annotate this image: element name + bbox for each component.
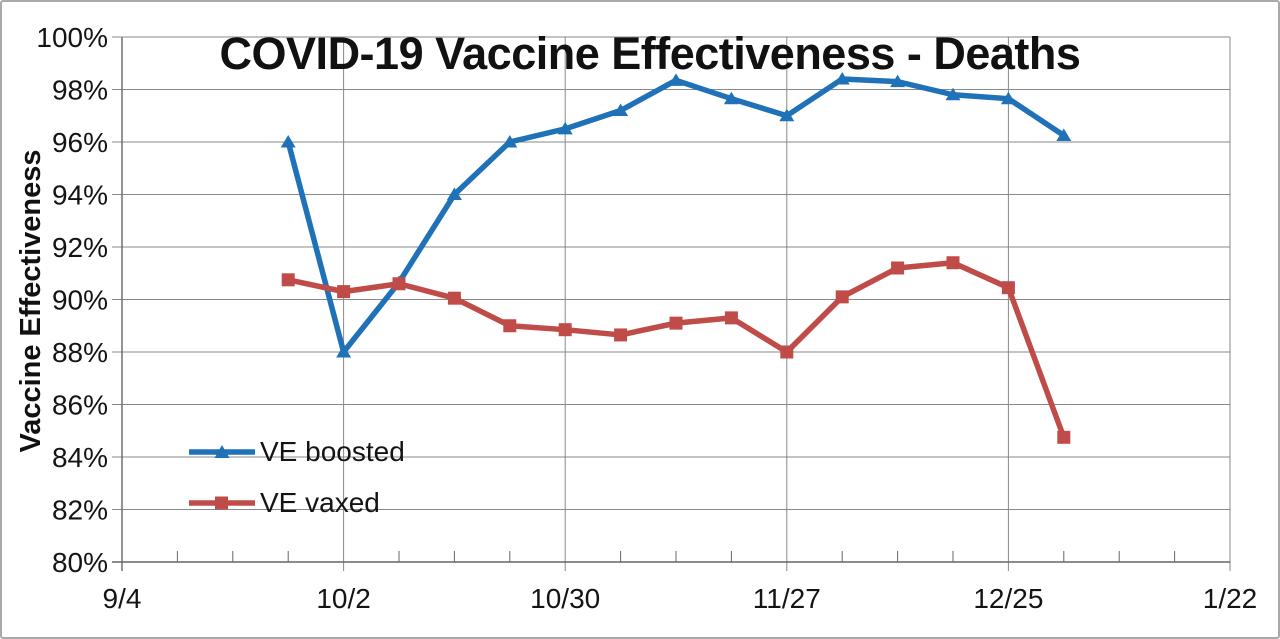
- x-tick-label: 1/22: [1203, 583, 1258, 614]
- y-tick-label: 96%: [52, 127, 108, 158]
- series-marker-1: [891, 261, 905, 275]
- y-tick-label: 94%: [52, 180, 108, 211]
- series-marker-0: [1000, 91, 1016, 105]
- series-marker-0: [336, 345, 352, 358]
- series-marker-0: [890, 74, 906, 88]
- legend-item-ve-boosted: VE boosted: [189, 430, 405, 474]
- series-marker-0: [613, 103, 629, 116]
- series-marker-1: [614, 328, 628, 342]
- series-marker-1: [1057, 430, 1071, 444]
- series-marker-1: [503, 319, 517, 333]
- y-tick-label: 92%: [52, 232, 108, 263]
- series-marker-0: [945, 87, 961, 101]
- legend-item-ve-vaxed: VE vaxed: [189, 481, 380, 525]
- series-marker-0: [723, 91, 739, 105]
- series-marker-1: [780, 345, 794, 359]
- series-marker-0: [834, 72, 850, 85]
- series-marker-0: [779, 108, 795, 122]
- y-axis-title: Vaccine Effectiveness: [15, 149, 47, 453]
- series-marker-1: [558, 323, 572, 337]
- legend-line-triangle-icon: [189, 443, 255, 461]
- x-tick-label: 12/25: [973, 583, 1043, 614]
- x-tick-label: 10/2: [316, 583, 371, 614]
- chart-title: COVID-19 Vaccine Effectiveness - Deaths: [219, 28, 1081, 79]
- series-marker-0: [1056, 128, 1072, 141]
- series-marker-0: [280, 135, 296, 148]
- series-marker-0: [502, 135, 518, 148]
- y-tick-label: 82%: [52, 495, 108, 526]
- series-marker-0: [446, 187, 462, 200]
- y-tick-label: 90%: [52, 285, 108, 316]
- series-marker-1: [946, 256, 960, 270]
- series-marker-1: [392, 277, 406, 291]
- legend-label-ve-boosted: VE boosted: [260, 436, 405, 467]
- series-line-0: [285, 76, 1067, 355]
- x-tick-label: 9/4: [103, 583, 142, 614]
- legend-line-square-icon: [189, 494, 255, 512]
- x-tick-label: 10/30: [530, 583, 600, 614]
- series-marker-1: [447, 291, 461, 305]
- y-tick-label: 86%: [52, 390, 108, 421]
- series-marker-1: [669, 316, 683, 330]
- y-tick-label: 88%: [52, 337, 108, 368]
- series-marker-1: [724, 311, 738, 325]
- x-tick-label: 11/27: [753, 583, 821, 614]
- series-marker-1: [281, 273, 295, 287]
- series-marker-1: [835, 290, 849, 304]
- series-marker-1: [1001, 281, 1015, 295]
- y-tick-label: 100%: [36, 22, 108, 53]
- series-marker-0: [668, 73, 684, 86]
- legend-label-ve-vaxed: VE vaxed: [260, 487, 380, 518]
- y-tick-label: 98%: [52, 75, 108, 106]
- y-tick-label: 84%: [52, 442, 108, 473]
- series-marker-1: [337, 285, 351, 299]
- series-marker-0: [557, 121, 573, 135]
- y-tick-label: 80%: [52, 547, 108, 578]
